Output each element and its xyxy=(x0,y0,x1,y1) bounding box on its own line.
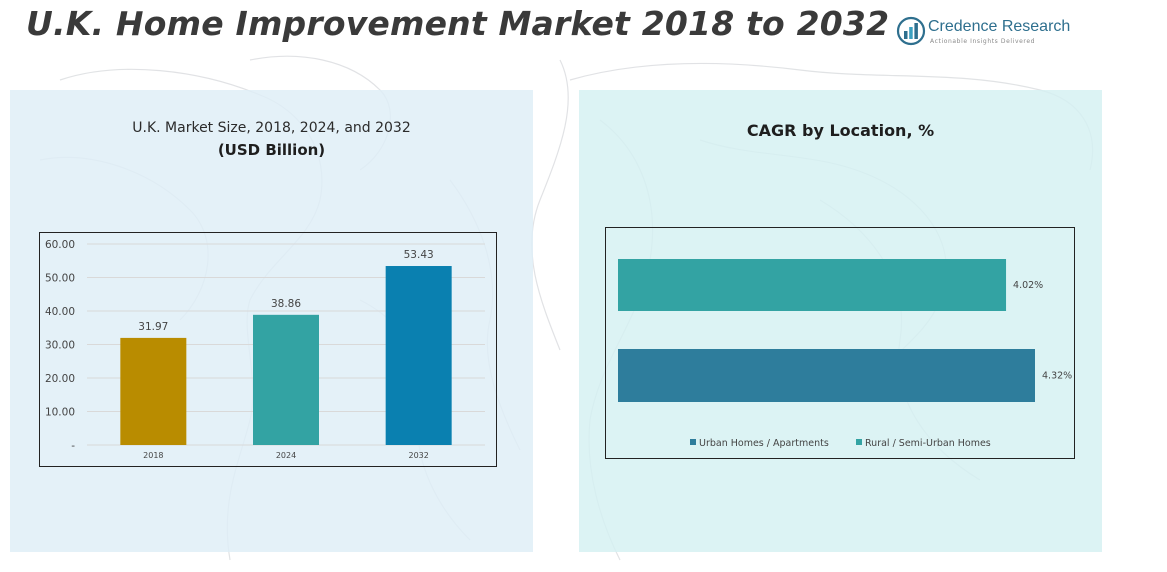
cagr-panel xyxy=(579,90,1102,552)
legend-swatch xyxy=(856,439,862,445)
x-tick-label: 2018 xyxy=(143,451,163,460)
market-size-chart-unit: (USD Billion) xyxy=(217,141,326,159)
bar-value-label: 53.43 xyxy=(404,249,434,261)
y-tick-label: 40.00 xyxy=(45,306,75,318)
y-tick-label: 30.00 xyxy=(45,340,75,352)
bar-value-label: 38.86 xyxy=(271,298,301,310)
market-size-bar-chart: - 10.00 20.00 30.00 40.00 50.00 60.00 31.97 38.… xyxy=(39,232,497,467)
legend-label: Urban Homes / Apartments xyxy=(699,438,829,449)
bar-2032 xyxy=(385,266,452,445)
cagr-horizontal-bar-chart: 4.02% 4.32% Urban Homes / Apartments Rural… xyxy=(605,227,1075,459)
brand-name: Credence Research xyxy=(928,18,1071,35)
x-tick-label: 2024 xyxy=(276,451,296,460)
brand-logo: Credence Research Actionable Insights De… xyxy=(896,16,1086,50)
brand-tagline: Actionable Insights Delivered xyxy=(930,38,1036,45)
cagr-chart-title: CAGR by Location, % xyxy=(746,121,935,140)
y-tick-label: 20.00 xyxy=(45,373,75,385)
cagr-value-label: 4.02% xyxy=(1013,280,1043,291)
bar-2018 xyxy=(120,337,187,445)
bar-value-label: 31.97 xyxy=(138,321,168,333)
y-tick-label: 60.00 xyxy=(45,239,75,251)
legend-swatch xyxy=(690,439,696,445)
y-tick-label: 50.00 xyxy=(45,273,75,285)
cagr-bar xyxy=(618,349,1035,402)
cagr-bar xyxy=(618,259,1007,311)
legend-label: Rural / Semi-Urban Homes xyxy=(865,438,991,449)
market-size-chart-title: U.K. Market Size, 2018, 2024, and 2032 xyxy=(132,120,411,136)
page-title: U.K. Home Improvement Market 2018 to 203… xyxy=(26,4,890,43)
y-tick-label: - xyxy=(71,440,75,452)
y-tick-label: 10.00 xyxy=(45,407,75,419)
x-tick-label: 2032 xyxy=(408,451,428,460)
cagr-value-label: 4.32% xyxy=(1042,371,1072,382)
bar-2024 xyxy=(253,314,319,445)
credence-logo-icon xyxy=(896,16,926,46)
